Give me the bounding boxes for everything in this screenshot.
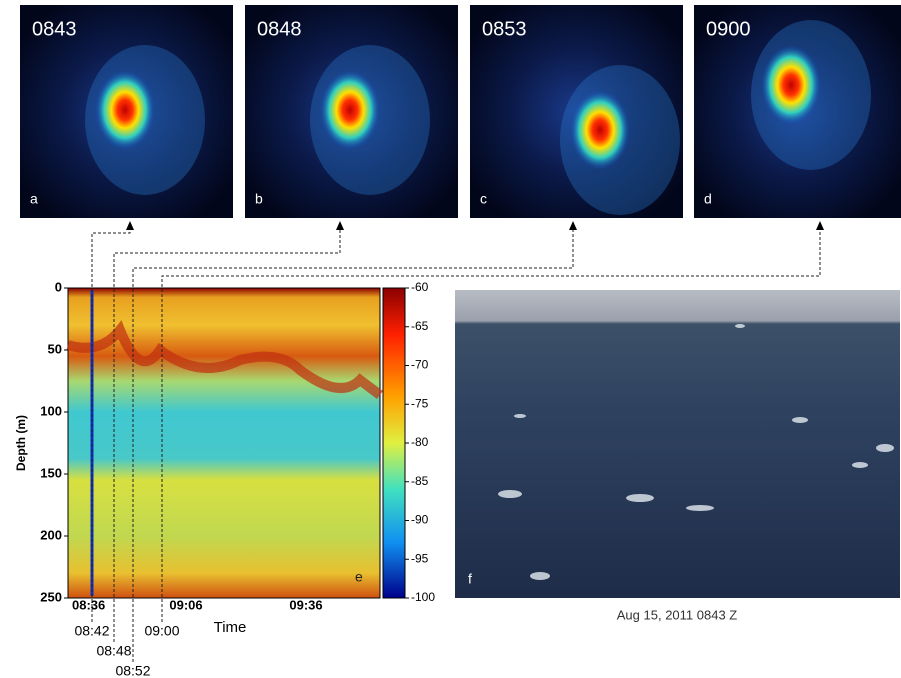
marker-time: 08:52 <box>115 663 150 678</box>
x-tick-label: 09:06 <box>169 597 202 612</box>
x-tick-label: 09:36 <box>289 597 322 612</box>
marker-time: 08:48 <box>96 643 131 659</box>
y-tick-label: 0 <box>55 279 62 294</box>
photo-caption: Aug 15, 2011 0843 Z <box>617 607 738 622</box>
y-tick-label: 150 <box>40 465 62 480</box>
panel-letter: a <box>30 191 38 207</box>
colorbar-tick-label: -85 <box>411 474 429 488</box>
panel-time: 0848 <box>257 18 302 40</box>
connector <box>113 222 341 642</box>
panel-letter: c <box>480 191 487 207</box>
colorbar-tick-label: -60 <box>411 280 429 294</box>
panel-letter: f <box>468 571 472 587</box>
sonar-hotspot <box>320 70 380 150</box>
panel-letter: e <box>355 569 363 585</box>
y-tick-label: 100 <box>40 403 62 418</box>
panel-time: 0853 <box>482 18 527 40</box>
marker-time: 09:00 <box>144 623 179 639</box>
colorbar <box>382 287 406 599</box>
connector <box>161 222 821 622</box>
arrowhead <box>336 221 344 230</box>
colorbar-tick-label: -100 <box>411 590 435 604</box>
x-axis-label: Time <box>214 619 247 636</box>
panel-letter: b <box>255 191 263 207</box>
panel-time: 0843 <box>32 18 77 40</box>
panel-letter: d <box>704 191 712 207</box>
colorbar-tick-label: -95 <box>411 551 429 565</box>
marker-time: 08:42 <box>74 623 109 639</box>
x-tick-label: 08:36 <box>72 597 105 612</box>
arrowhead <box>126 221 134 230</box>
ocean-photo <box>455 290 900 598</box>
connector <box>132 222 574 662</box>
panel-time: 0900 <box>706 18 751 40</box>
colorbar-tick-label: -70 <box>411 358 429 372</box>
arrowhead <box>569 221 577 230</box>
scattering-layer <box>66 320 383 399</box>
sonar-hotspot <box>95 70 155 150</box>
colorbar-tick-label: -75 <box>411 396 429 410</box>
colorbar-tick-label: -80 <box>411 435 429 449</box>
sonar-hotspot <box>761 45 821 125</box>
y-tick-label: 50 <box>48 341 62 356</box>
y-axis-label: Depth (m) <box>14 415 28 471</box>
y-tick-label: 200 <box>40 527 62 542</box>
colorbar-tick-label: -65 <box>411 319 429 333</box>
whitecaps <box>498 324 894 580</box>
sonar-hotspot <box>570 90 630 170</box>
colorbar-tick-label: -90 <box>411 513 429 527</box>
y-tick-label: 250 <box>40 589 62 604</box>
arrowhead <box>816 221 824 230</box>
